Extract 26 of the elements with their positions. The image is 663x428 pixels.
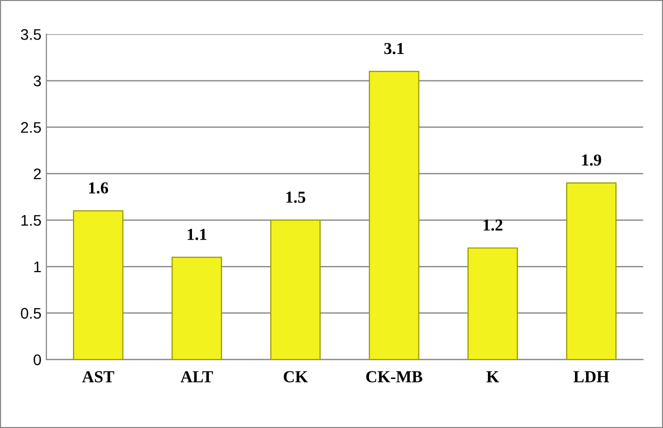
x-tick-label: LDH — [574, 371, 610, 382]
data-label: 1.5 — [286, 192, 306, 203]
data-label: 3.1 — [384, 42, 404, 54]
y-tick-label: 3 — [34, 76, 41, 86]
bar — [467, 247, 518, 360]
data-label: 1.9 — [582, 154, 602, 166]
y-tick-label: 1 — [34, 262, 41, 272]
y-tick-label: 2.5 — [21, 122, 41, 133]
bar — [72, 210, 124, 360]
y-tick-label: 0 — [34, 354, 41, 366]
data-label: 1.6 — [89, 182, 108, 194]
y-tick-label: 1.5 — [21, 215, 41, 226]
x-tick-label: ALT — [180, 371, 213, 382]
x-tick-label: K — [486, 371, 500, 382]
x-tick-label: CK-MB — [366, 371, 422, 382]
y-tick-label: 2 — [34, 168, 41, 180]
bar — [566, 182, 617, 360]
bar — [368, 70, 420, 360]
data-label: 1.2 — [484, 220, 502, 231]
data-label: 1.1 — [188, 228, 206, 240]
x-tick-label: CK — [284, 371, 308, 382]
x-tick-label: AST — [82, 371, 114, 382]
bar — [172, 256, 222, 360]
bar — [270, 220, 321, 360]
y-tick-label: 3.5 — [20, 29, 41, 40]
y-tick-label: 0.5 — [20, 308, 41, 319]
